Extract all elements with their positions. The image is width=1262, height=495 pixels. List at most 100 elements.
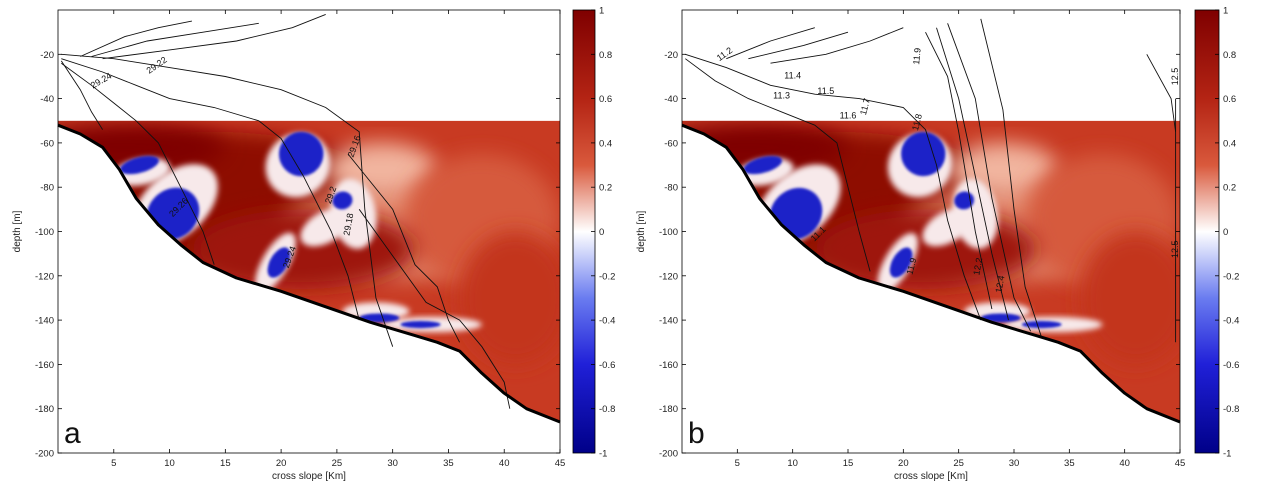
contour-label: 11.9 (904, 257, 918, 276)
contour-line-4 (80, 20, 192, 57)
colorbar-tick-label: -0.2 (1223, 271, 1239, 282)
contour-line-8 (980, 18, 1043, 338)
contour-line-0 (61, 53, 394, 347)
y-axis-label: depth [m] (636, 210, 647, 252)
y-tick-label: -60 (40, 138, 54, 149)
x-axis-label: cross slope [Km] (272, 471, 346, 482)
colorbar: 1 0.8 0.6 0.4 0.2 0 -0.2 -0.4 -0.6 -0.8 -1 (572, 6, 615, 460)
x-tick-label: 5 (111, 458, 116, 469)
contour-label: 11.6 (840, 111, 857, 121)
colorbar: 1 0.8 0.6 0.4 0.2 0 -0.2 -0.4 -0.6 -0.8 -1 (1194, 6, 1239, 460)
x-tick-label: 30 (1009, 458, 1020, 469)
heatmap-dark-0 (119, 155, 159, 175)
heatmap-dark-6 (1021, 320, 1062, 329)
contour-label: 11.8 (910, 113, 924, 132)
colorbar-tick-label: 0 (1223, 227, 1228, 238)
colorbar-tick-label: 0.4 (1223, 138, 1236, 149)
colorbar-tick-label: -0.8 (1223, 404, 1239, 415)
contour-label: 11.4 (784, 71, 801, 81)
colorbar-tick-label: -0.4 (599, 316, 615, 327)
y-tick-label: -100 (35, 227, 54, 238)
y-tick-label: -20 (40, 50, 54, 61)
heatmap-dark-0 (743, 155, 783, 175)
x-tick-label: 5 (735, 458, 740, 469)
contour-line-7 (947, 23, 1032, 332)
contour-lines (60, 13, 511, 409)
contour-line-6 (936, 27, 1009, 321)
contour-label: 11.5 (817, 86, 834, 96)
colorbar-tick-label: 0.2 (1223, 183, 1236, 194)
contour-label: 12.5 (1170, 68, 1180, 86)
contour-line-0 (685, 53, 982, 321)
heatmap-dark-3 (889, 247, 913, 278)
contour-line-1 (685, 58, 871, 272)
y-tick-label: -140 (659, 316, 678, 327)
y-tick-label: -160 (35, 360, 54, 371)
y-tick-label: -120 (659, 271, 678, 282)
y-tick-label: -80 (40, 183, 54, 194)
y-tick-label: -160 (659, 360, 678, 371)
y-tick-label: -40 (40, 94, 54, 105)
x-tick-label: 10 (787, 458, 798, 469)
x-tick-label: 10 (164, 458, 175, 469)
contour-line-3 (60, 60, 103, 130)
heatmap-blob-5 (459, 231, 560, 365)
contour-line-5 (925, 31, 993, 310)
x-tick-label: 20 (898, 458, 909, 469)
y-tick-label: -60 (664, 138, 678, 149)
contour-line-3 (748, 31, 849, 60)
colorbar-tick-label: 0.8 (599, 50, 612, 61)
y-tick-label: -20 (664, 50, 678, 61)
contour-label: 11.7 (858, 97, 872, 116)
x-tick-label: 30 (387, 458, 398, 469)
contour-label: 12.5 (1170, 240, 1180, 258)
contour-line-4 (770, 27, 904, 64)
contour-line-8 (347, 153, 461, 343)
y-tick-label: -120 (35, 271, 54, 282)
y-tick-label: -200 (35, 449, 54, 460)
y-tick-label: -40 (664, 94, 678, 105)
contour-line-2 (61, 62, 215, 265)
colorbar-tick-label: 1 (1223, 6, 1228, 17)
contour-line-10 (1146, 54, 1177, 132)
colorbar-tick-label: -0.6 (1223, 360, 1239, 371)
heatmap-dark-2 (278, 131, 324, 177)
contour-label: 12.2 (971, 257, 984, 276)
x-tick-label: 45 (1175, 458, 1186, 469)
x-tick-label: 15 (220, 458, 231, 469)
colorbar-tick-label: 0.2 (599, 183, 612, 194)
contour-line-5 (91, 22, 259, 57)
y-tick-label: -180 (35, 404, 54, 415)
y-tick-label: -140 (35, 316, 54, 327)
colorbar-tick-label: 0.6 (1223, 94, 1236, 105)
y-tick-label: -200 (659, 449, 678, 460)
x-tick-label: 45 (555, 458, 566, 469)
colorbar-tick-label: -0.8 (599, 404, 615, 415)
y-tick-label: -100 (659, 227, 678, 238)
contour-label: 11.3 (773, 91, 790, 101)
colorbar-tick-label: -0.6 (599, 360, 615, 371)
colorbar-tick-label: 1 (599, 6, 604, 17)
sea-floor-line (681, 123, 1181, 424)
x-axis-label: cross slope [Km] (894, 471, 968, 482)
sea-floor-line (57, 123, 561, 424)
colorbar-tick-label: 0.8 (1223, 50, 1236, 61)
heatmap-field (58, 120, 560, 423)
contour-line-7 (358, 209, 511, 409)
colorbar-tick-label: 0.6 (599, 94, 612, 105)
x-tick-label: 25 (332, 458, 343, 469)
y-tick-label: -180 (659, 404, 678, 415)
x-tick-label: 35 (1064, 458, 1075, 469)
heatmap-dark-3 (267, 247, 291, 278)
y-tick-label: -80 (664, 183, 678, 194)
heatmap-dark-5 (359, 313, 400, 323)
colorbar-tick-label: -1 (599, 449, 607, 460)
contour-line-6 (102, 13, 326, 60)
colorbar-tick-label: -0.2 (599, 271, 615, 282)
heatmap-dark-6 (400, 320, 441, 329)
contour-line-2 (726, 27, 815, 60)
colorbar-tick-label: -0.4 (1223, 316, 1239, 327)
contour-line-1 (61, 58, 360, 321)
